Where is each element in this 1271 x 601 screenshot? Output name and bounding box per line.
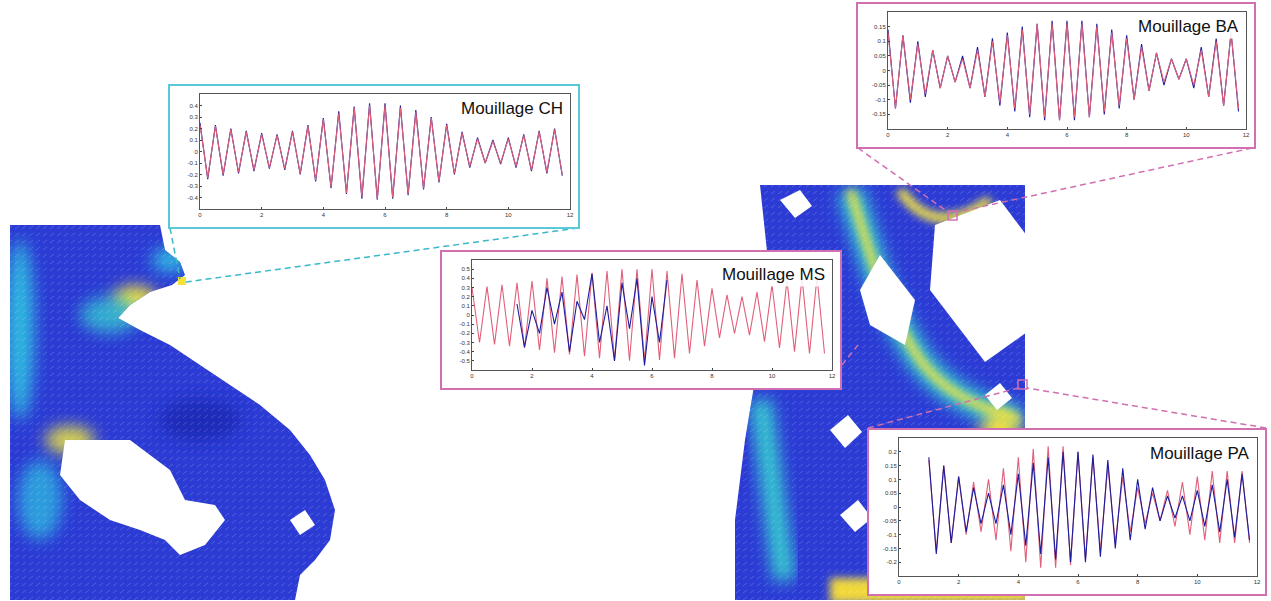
svg-text:0.3: 0.3 <box>189 114 198 120</box>
svg-text:Mouillage BA: Mouillage BA <box>1138 17 1239 36</box>
svg-text:0.2: 0.2 <box>189 126 198 132</box>
svg-text:0.2: 0.2 <box>461 294 470 300</box>
svg-text:2: 2 <box>957 579 961 585</box>
svg-text:0.4: 0.4 <box>461 275 470 281</box>
svg-text:6: 6 <box>383 212 387 218</box>
svg-text:0: 0 <box>466 312 470 318</box>
svg-text:Mouillage MS: Mouillage MS <box>722 265 825 284</box>
svg-text:-0.05: -0.05 <box>883 518 897 524</box>
svg-text:Mouillage PA: Mouillage PA <box>1150 444 1250 463</box>
svg-text:0: 0 <box>886 132 890 138</box>
svg-text:-0.1: -0.1 <box>886 532 897 538</box>
svg-text:4: 4 <box>1006 132 1010 138</box>
svg-text:8: 8 <box>1125 132 1129 138</box>
svg-text:-0.3: -0.3 <box>459 340 470 346</box>
svg-text:12: 12 <box>829 373 836 379</box>
svg-text:4: 4 <box>322 212 326 218</box>
svg-text:-0.4: -0.4 <box>459 349 470 355</box>
svg-text:4: 4 <box>1017 579 1021 585</box>
svg-text:-0.2: -0.2 <box>459 330 470 336</box>
svg-text:-0.2: -0.2 <box>886 559 897 565</box>
svg-text:12: 12 <box>1254 579 1261 585</box>
svg-text:6: 6 <box>1065 132 1069 138</box>
svg-text:Mouillage CH: Mouillage CH <box>461 99 563 118</box>
svg-text:0.05: 0.05 <box>874 53 886 59</box>
svg-text:-0.1: -0.1 <box>875 97 886 103</box>
svg-text:0.1: 0.1 <box>461 303 470 309</box>
svg-text:-0.5: -0.5 <box>459 358 470 364</box>
svg-text:0.1: 0.1 <box>189 137 198 143</box>
svg-text:6: 6 <box>650 373 654 379</box>
svg-text:0.15: 0.15 <box>885 463 897 469</box>
svg-text:10: 10 <box>1194 579 1201 585</box>
svg-text:4: 4 <box>590 373 594 379</box>
svg-text:-0.15: -0.15 <box>872 111 886 117</box>
svg-text:-0.3: -0.3 <box>187 183 198 189</box>
svg-text:2: 2 <box>946 132 950 138</box>
svg-text:10: 10 <box>1183 132 1190 138</box>
svg-text:0.1: 0.1 <box>877 38 886 44</box>
svg-text:0.05: 0.05 <box>885 490 897 496</box>
svg-text:0.5: 0.5 <box>461 266 470 272</box>
svg-text:2: 2 <box>260 212 264 218</box>
svg-text:-0.05: -0.05 <box>872 82 886 88</box>
svg-text:0: 0 <box>893 504 897 510</box>
svg-text:0: 0 <box>897 579 901 585</box>
svg-text:0.15: 0.15 <box>874 24 886 30</box>
svg-text:-0.2: -0.2 <box>187 172 198 178</box>
svg-text:6: 6 <box>1076 579 1080 585</box>
svg-text:10: 10 <box>769 373 776 379</box>
svg-text:8: 8 <box>445 212 449 218</box>
svg-text:-0.1: -0.1 <box>187 160 198 166</box>
svg-text:0: 0 <box>198 212 202 218</box>
svg-text:-0.15: -0.15 <box>883 546 897 552</box>
svg-text:12: 12 <box>567 212 574 218</box>
svg-text:-0.1: -0.1 <box>459 321 470 327</box>
svg-text:0: 0 <box>470 373 474 379</box>
svg-text:0.1: 0.1 <box>888 477 897 483</box>
svg-text:8: 8 <box>1136 579 1140 585</box>
svg-text:0.4: 0.4 <box>189 103 198 109</box>
svg-text:0: 0 <box>882 68 886 74</box>
svg-text:-0.4: -0.4 <box>187 195 198 201</box>
svg-text:8: 8 <box>710 373 714 379</box>
svg-text:0: 0 <box>194 149 198 155</box>
svg-text:12: 12 <box>1243 132 1250 138</box>
svg-text:0.3: 0.3 <box>461 285 470 291</box>
svg-text:2: 2 <box>530 373 534 379</box>
svg-text:0.2: 0.2 <box>888 449 897 455</box>
svg-text:10: 10 <box>505 212 512 218</box>
